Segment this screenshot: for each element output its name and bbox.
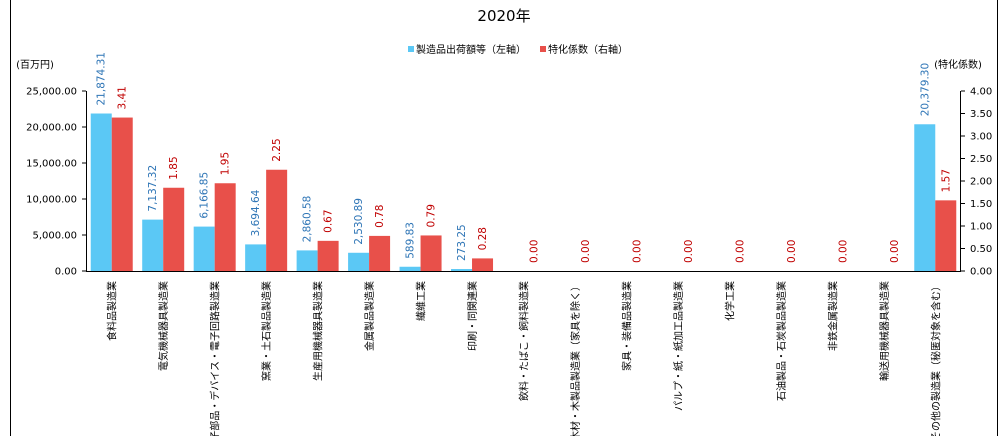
bar-specialization-coefficient [214, 183, 236, 271]
y-left-tick-label: 25,000.00 [26, 87, 77, 98]
bar-shipment-value [90, 113, 112, 271]
bar-shipment-value [193, 226, 215, 271]
data-label-specialization-coefficient: 0.78 [374, 205, 386, 228]
bar-shipment-value [142, 219, 164, 271]
y-left-tick-label: 0.00 [55, 267, 77, 278]
data-label-shipment-value: 273.25 [456, 224, 468, 261]
bar-specialization-coefficient [163, 187, 185, 271]
legend-label-specialization-coefficient: 特化係数（右軸） [548, 43, 628, 56]
data-labels: 21,874.31 3.41 7,137.32 1.85 6,166.85 1.95 3,6… [96, 52, 953, 263]
x-axis-category-label: 家具・装備品製造業 [620, 281, 633, 371]
data-label-shipment-value: 2,860.58 [302, 196, 314, 243]
data-label-specialization-coefficient: 0.00 [889, 240, 901, 263]
bar-specialization-coefficient [317, 240, 339, 271]
y-right-tick-label: 3.00 [970, 132, 992, 143]
x-axis-category-label: 飲料・たばこ・飼料製造業 [518, 281, 531, 401]
x-axis-category-label: パルプ・紙・紙加工品製造業 [672, 281, 685, 411]
legend: 製造品出荷額等（左軸） 特化係数（右軸） [408, 43, 628, 56]
y-right-axis-label: (特化係数) [934, 58, 982, 71]
x-axis-category-label: 窯業・土石製品製造業 [260, 281, 273, 381]
y-left-tick-label: 20,000.00 [26, 123, 77, 134]
data-label-specialization-coefficient: 0.00 [580, 240, 592, 263]
y-right-tick-label: 1.50 [970, 199, 992, 210]
y-left-tick-label: 15,000.00 [26, 159, 77, 170]
legend-swatch-shipment-value [408, 46, 414, 52]
data-label-specialization-coefficient: 0.00 [683, 240, 695, 263]
bar-specialization-coefficient [935, 200, 957, 271]
bar-shipment-value [245, 244, 267, 271]
x-axis-category-label: 石油製品・石炭製品製造業 [775, 281, 788, 401]
data-label-shipment-value: 21,874.31 [96, 52, 108, 105]
legend-swatch-specialization-coefficient [540, 46, 546, 52]
data-label-shipment-value: 589.83 [405, 222, 417, 259]
data-label-specialization-coefficient: 0.00 [786, 240, 798, 263]
x-axis-category-label: 繊維工業 [415, 281, 428, 321]
x-axis-category-label: その他の製造業（秘匿対象を含む） [929, 281, 942, 436]
bars [90, 113, 957, 271]
data-label-specialization-coefficient: 0.28 [477, 227, 489, 250]
x-axis-category-label: 電気機械器具製造業 [157, 281, 170, 371]
x-axis-category-label: 食料品製造業 [106, 281, 119, 341]
y-left-axis-label: (百万円) [16, 59, 54, 71]
data-label-specialization-coefficient: 3.41 [117, 86, 129, 109]
data-label-specialization-coefficient: 0.00 [631, 240, 643, 263]
bar-shipment-value [451, 269, 473, 271]
data-label-shipment-value: 6,166.85 [199, 172, 211, 219]
data-label-shipment-value: 2,530.89 [353, 198, 365, 245]
data-label-specialization-coefficient: 0.00 [734, 240, 746, 263]
x-axis-labels: 食料品製造業 電気機械器具製造業 電子部品・デバイス・電子回路製造業 窯業・土石製品製… [106, 281, 943, 436]
bar-specialization-coefficient [369, 235, 391, 271]
bar-specialization-coefficient [111, 117, 133, 271]
data-label-specialization-coefficient: 0.79 [426, 204, 438, 227]
data-label-specialization-coefficient: 1.95 [220, 152, 232, 175]
y-right-tick-label: 0.50 [970, 244, 992, 255]
x-axis-category-label: 輸送用機械器具製造業 [878, 281, 891, 381]
y-right-tick-label: 0.00 [970, 267, 992, 278]
x-axis-category-label: 生産用機械器具製造業 [312, 281, 325, 381]
y-right-tick-label: 4.00 [970, 87, 992, 98]
x-axis-category-label: 金属製品製造業 [363, 281, 376, 351]
data-label-shipment-value: 20,379.30 [919, 63, 931, 116]
bar-shipment-value [348, 252, 370, 271]
data-label-specialization-coefficient: 1.85 [168, 156, 180, 179]
x-axis-category-label: 木材・木製品製造業（家具を除く） [569, 281, 582, 436]
chart-title: 2020年 [477, 7, 530, 25]
data-label-specialization-coefficient: 0.00 [837, 240, 849, 263]
x-axis-category-label: 非鉄金属製造業 [826, 281, 839, 351]
y-left-tick-label: 5,000.00 [32, 231, 77, 242]
legend-label-shipment-value: 製造品出荷額等（左軸） [416, 43, 526, 56]
y-right-tick-label: 2.50 [970, 154, 992, 165]
x-axis-category-label: 化学工業 [723, 281, 736, 321]
y-right-tick-label: 2.00 [970, 177, 992, 188]
bar-shipment-value [399, 266, 421, 271]
data-label-shipment-value: 3,694.64 [250, 189, 262, 236]
data-label-specialization-coefficient: 0.00 [529, 240, 541, 263]
data-label-specialization-coefficient: 2.25 [271, 138, 283, 161]
data-label-shipment-value: 7,137.32 [147, 165, 159, 212]
bar-shipment-value [914, 124, 936, 271]
bar-specialization-coefficient [266, 169, 288, 271]
data-label-specialization-coefficient: 1.57 [940, 169, 952, 192]
x-axis-category-label: 電子部品・デバイス・電子回路製造業 [209, 281, 222, 436]
y-left-tick-label: 10,000.00 [26, 195, 77, 206]
y-right-tick-label: 3.50 [970, 109, 992, 120]
y-right-tick-label: 1.00 [970, 222, 992, 233]
axis-ticks: 0.00 5,000.00 10,000.00 15,000.00 20,000.00 2… [26, 87, 992, 278]
x-axis-category-label: 印刷・同関連業 [466, 281, 479, 351]
bar-specialization-coefficient [420, 235, 442, 271]
data-label-specialization-coefficient: 0.67 [323, 209, 335, 232]
bar-specialization-coefficient [472, 258, 494, 271]
bar-shipment-value [296, 250, 318, 271]
